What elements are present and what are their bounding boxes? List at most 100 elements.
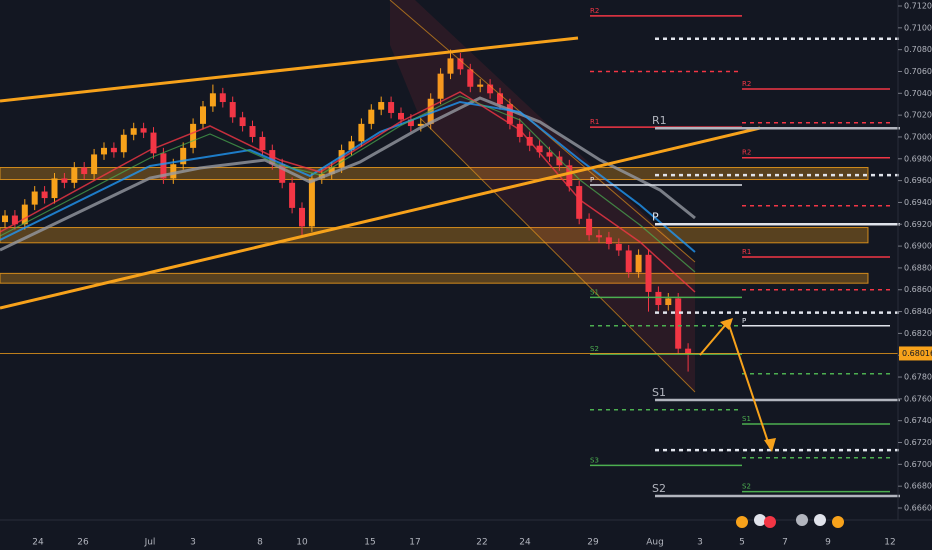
pivot-label: P bbox=[742, 317, 746, 325]
candle-body bbox=[180, 147, 187, 165]
pivot-label: S2 bbox=[590, 345, 599, 353]
candle-body bbox=[596, 235, 602, 238]
candle-body bbox=[150, 132, 157, 154]
channel-line bbox=[419, 117, 696, 393]
candle-body bbox=[190, 123, 197, 148]
pivot-label: P bbox=[590, 176, 594, 184]
pivot-label: R2 bbox=[742, 149, 751, 157]
price-label: 0.68016 bbox=[902, 349, 932, 358]
zone bbox=[0, 272, 869, 284]
x-tick-label: 22 bbox=[476, 538, 487, 548]
pivot-label: S3 bbox=[590, 456, 599, 464]
candle-body bbox=[51, 178, 58, 199]
candle-body bbox=[447, 58, 454, 74]
candle-body bbox=[308, 178, 315, 227]
candle-body bbox=[120, 134, 127, 153]
candle-body bbox=[477, 84, 484, 87]
candle-body bbox=[2, 215, 8, 223]
candle-body bbox=[21, 204, 28, 225]
event-icon bbox=[832, 516, 844, 528]
candle-body bbox=[675, 298, 682, 349]
candle-body bbox=[467, 69, 474, 87]
candle-body bbox=[536, 145, 543, 153]
x-tick-label: Aug bbox=[646, 538, 664, 548]
x-tick-label: 3 bbox=[697, 538, 703, 548]
overlay: R2 R2 R1 R1 R2 P P R1 S1 P S2 S1 S1 S3 S2 S2 bbox=[0, 7, 900, 498]
candle-body bbox=[546, 152, 553, 157]
pivot-label: R2 bbox=[742, 80, 751, 88]
candle-body bbox=[81, 167, 88, 175]
x-tick-label: 24 bbox=[32, 538, 44, 548]
event-icon bbox=[814, 514, 826, 526]
candle-body bbox=[31, 191, 38, 205]
x-tick-label: 12 bbox=[884, 538, 895, 548]
candle-body bbox=[71, 167, 78, 183]
candle-body bbox=[645, 254, 652, 292]
moving-average bbox=[0, 100, 696, 253]
x-tick-label: 5 bbox=[739, 538, 745, 548]
arrow-head bbox=[764, 438, 776, 452]
candle-body bbox=[200, 106, 206, 124]
pivot-label: R1 bbox=[742, 248, 751, 256]
event-icon bbox=[764, 516, 776, 528]
candle-body bbox=[269, 150, 276, 165]
candle-body bbox=[140, 128, 147, 133]
candle-body bbox=[209, 93, 216, 107]
candle-body bbox=[170, 164, 177, 179]
candle-body bbox=[61, 178, 68, 183]
zone bbox=[0, 167, 869, 181]
pivot-label: S2 bbox=[742, 483, 751, 491]
candle-body bbox=[487, 84, 494, 94]
x-tick-label: 29 bbox=[587, 538, 599, 548]
candle-body bbox=[130, 128, 137, 135]
event-icon bbox=[736, 516, 748, 528]
y-tick-label: 0.66600 bbox=[904, 503, 932, 512]
candle-body bbox=[358, 123, 365, 142]
candle-body bbox=[635, 254, 642, 273]
pivot-label: R2 bbox=[590, 7, 599, 15]
zone bbox=[0, 227, 869, 244]
trend-line bbox=[0, 36, 579, 103]
candle-body bbox=[219, 93, 226, 103]
pivot-label: S1 bbox=[742, 415, 751, 423]
x-tick-label: 3 bbox=[190, 538, 196, 548]
candle-body bbox=[279, 164, 286, 183]
candle-body bbox=[506, 104, 513, 124]
moving-average bbox=[0, 91, 696, 293]
event-icon bbox=[754, 514, 766, 526]
x-tick-label: 26 bbox=[77, 538, 89, 548]
candle-body bbox=[101, 147, 107, 155]
candle-body bbox=[348, 141, 355, 151]
pivot-label: P bbox=[652, 210, 659, 223]
event-icon bbox=[796, 514, 808, 526]
candle-body bbox=[437, 73, 444, 99]
candle-body bbox=[11, 215, 18, 225]
pivot-label: R1 bbox=[590, 118, 599, 126]
pivot-label: S2 bbox=[652, 482, 666, 495]
x-tick-label: 9 bbox=[825, 538, 831, 548]
candle-body bbox=[615, 243, 622, 251]
candle-body bbox=[576, 186, 583, 219]
candle-body bbox=[328, 167, 335, 175]
candle-body bbox=[398, 112, 404, 120]
candle-body bbox=[249, 126, 256, 137]
